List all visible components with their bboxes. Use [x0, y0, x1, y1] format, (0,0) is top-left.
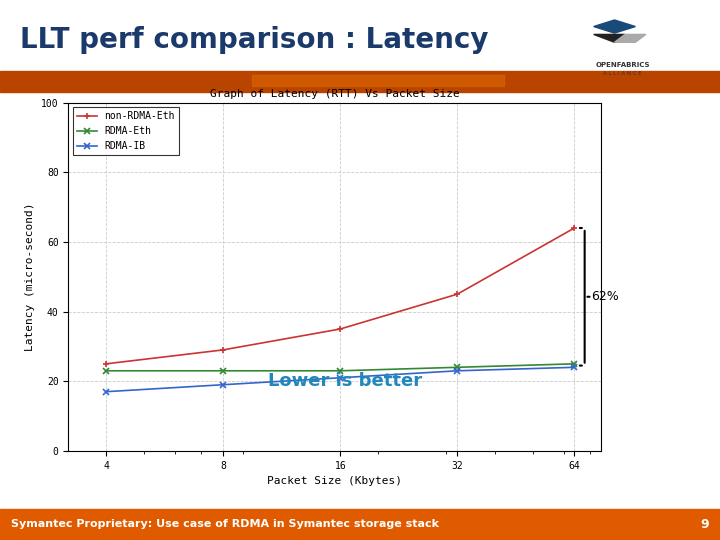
Text: LLT perf comparison : Latency: LLT perf comparison : Latency — [19, 25, 488, 53]
Y-axis label: Latency (micro-second): Latency (micro-second) — [25, 202, 35, 351]
X-axis label: Packet Size (Kbytes): Packet Size (Kbytes) — [267, 476, 402, 486]
RDMA-IB — [102, 388, 110, 395]
RDMA-Eth — [453, 364, 462, 370]
RDMA-IB — [570, 364, 579, 370]
Text: OPENFABRICS: OPENFABRICS — [595, 62, 650, 69]
Polygon shape — [594, 20, 635, 33]
RDMA-Eth — [336, 368, 345, 374]
RDMA-IB — [336, 375, 345, 381]
non-RDMA-Eth — [570, 225, 579, 231]
Title: Graph of Latency (RTT) Vs Packet Size: Graph of Latency (RTT) Vs Packet Size — [210, 89, 459, 99]
Legend: non-RDMA-Eth, RDMA-Eth, RDMA-IB: non-RDMA-Eth, RDMA-Eth, RDMA-IB — [73, 107, 179, 155]
RDMA-Eth — [102, 368, 110, 374]
Text: 62%: 62% — [590, 291, 618, 303]
Bar — [252, 76, 504, 86]
Polygon shape — [594, 35, 625, 42]
Line: RDMA-IB: RDMA-IB — [103, 364, 578, 395]
RDMA-IB — [219, 381, 228, 388]
Text: A L L I A N C E: A L L I A N C E — [603, 71, 642, 76]
Line: non-RDMA-Eth: non-RDMA-Eth — [103, 225, 578, 367]
RDMA-IB — [453, 368, 462, 374]
RDMA-Eth — [570, 361, 579, 367]
non-RDMA-Eth — [219, 347, 228, 353]
non-RDMA-Eth — [453, 291, 462, 298]
Text: Symantec Proprietary: Use case of RDMA in Symantec storage stack: Symantec Proprietary: Use case of RDMA i… — [11, 519, 438, 529]
Text: Lower is better: Lower is better — [269, 372, 423, 390]
RDMA-Eth — [219, 368, 228, 374]
non-RDMA-Eth — [102, 361, 110, 367]
Text: 9: 9 — [701, 518, 709, 531]
Line: RDMA-Eth: RDMA-Eth — [103, 360, 578, 374]
Polygon shape — [615, 35, 646, 42]
non-RDMA-Eth — [336, 326, 345, 332]
